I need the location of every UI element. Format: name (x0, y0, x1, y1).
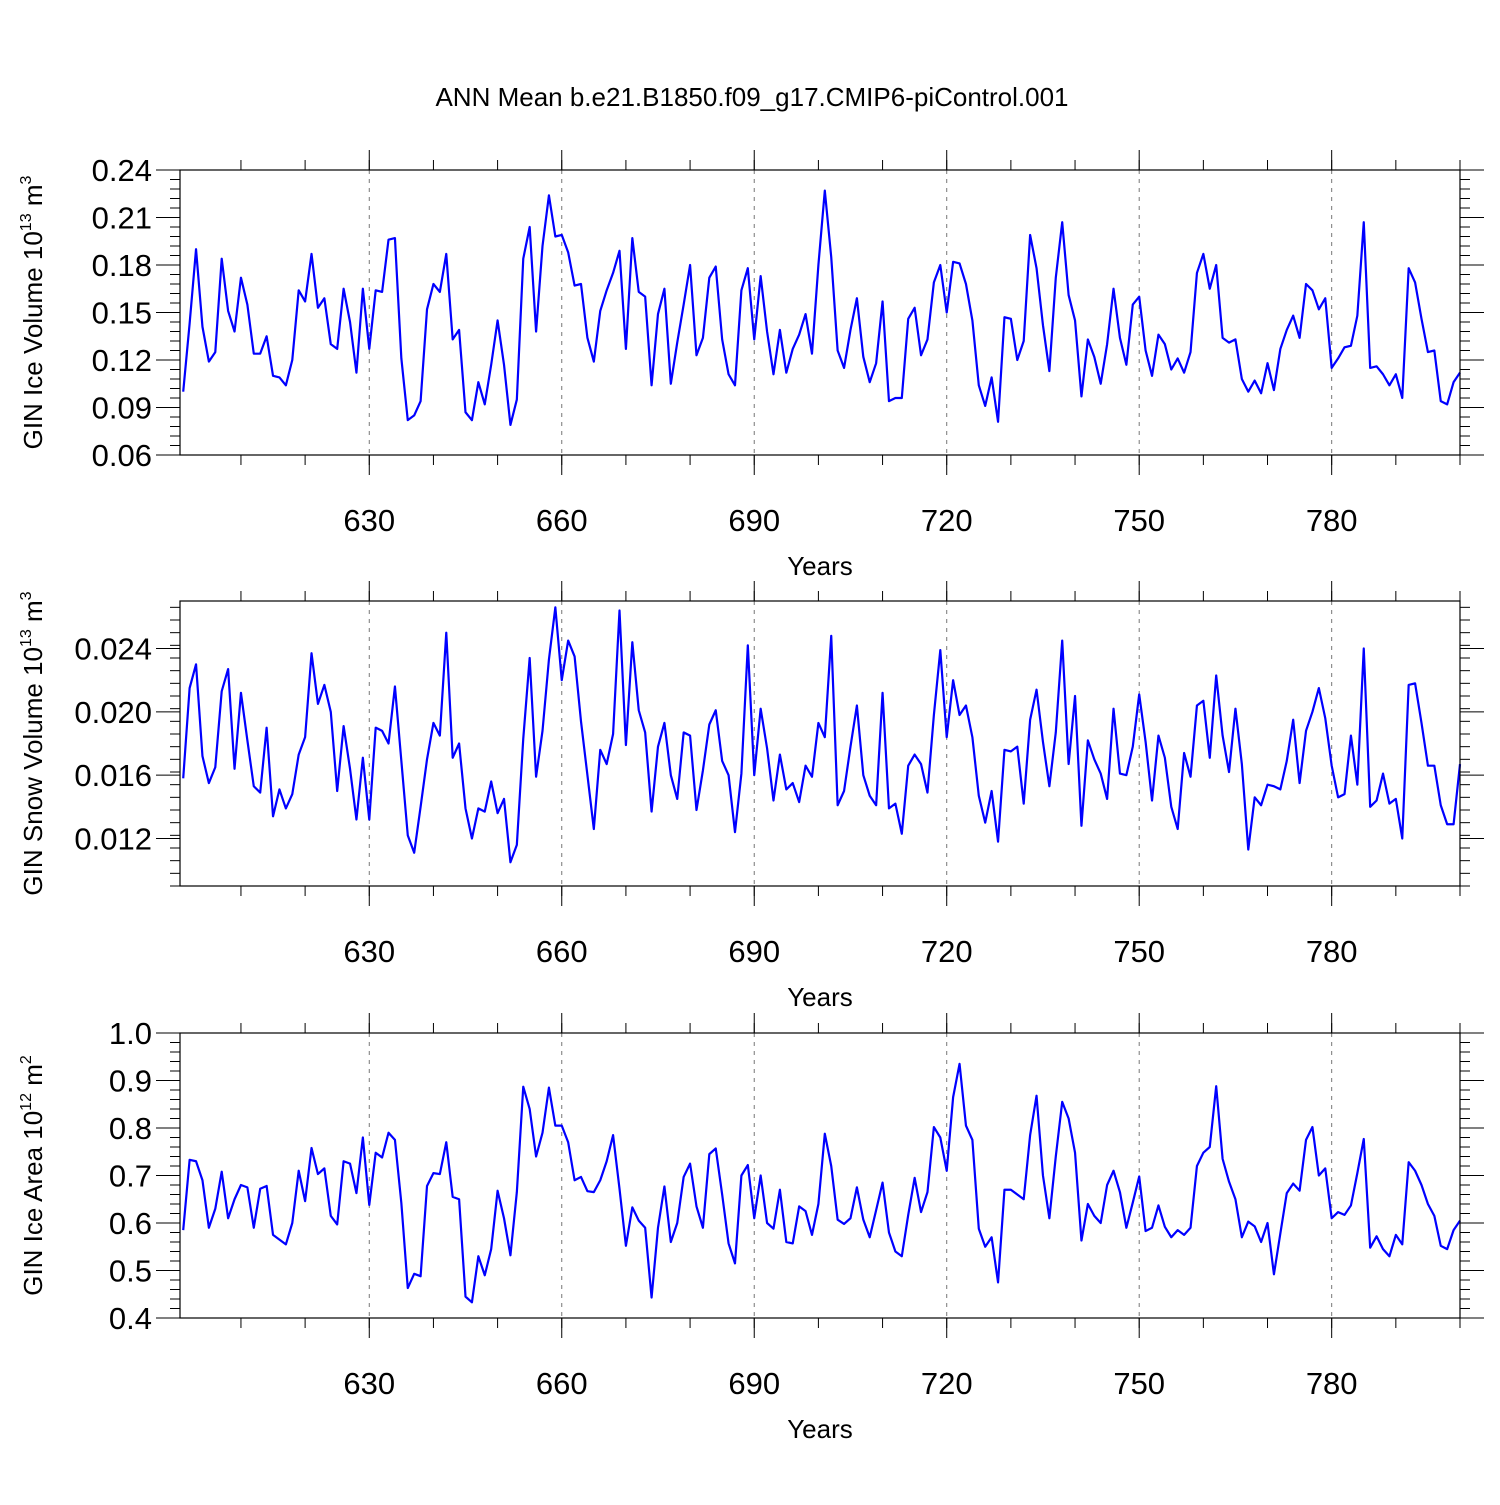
snow-volume-y-tick-label: 0.024 (74, 632, 152, 667)
ice-volume-y-tick-label: 0.06 (92, 438, 152, 473)
ice-volume-y-tick-label: 0.09 (92, 391, 152, 426)
snow-volume-y-tick-label: 0.020 (74, 695, 152, 730)
ice-volume-y-tick-label: 0.21 (92, 201, 152, 236)
ice-area-y-tick-label: 0.7 (109, 1159, 152, 1194)
ice-volume-y-tick-label: 0.18 (92, 248, 152, 283)
ice-area-y-tick-label: 0.5 (109, 1254, 152, 1289)
snow-volume-x-tick-label: 780 (1306, 934, 1358, 969)
ice-volume-x-tick-label: 660 (536, 503, 588, 538)
ice-area-y-tick-label: 0.4 (109, 1301, 152, 1336)
ice-volume-plot-frame (179, 169, 1461, 456)
snow-volume-y-axis-title: GIN Snow Volume 1013 m3 (18, 591, 48, 895)
ice-volume-panel: 0.06 0.09 0.12 0.15 0.18 0.21 0.24 630 660 690 720… (18, 150, 1484, 581)
ice-volume-x-tick-label: 630 (343, 503, 395, 538)
ice-volume-y-tick-label: 0.24 (92, 153, 152, 188)
ice-area-x-tick-label: 660 (536, 1366, 588, 1401)
ice-volume-x-tick-label: 720 (921, 503, 973, 538)
ice-area-y-tick-label: 0.6 (109, 1206, 152, 1241)
ice-area-y-tick-label: 1.0 (109, 1016, 152, 1051)
ice-area-panel: 0.4 0.5 0.6 0.7 0.8 0.9 1.0 630 660 690 720 750 780 Y… (18, 1013, 1484, 1444)
ice-area-y-tick-label: 0.8 (109, 1111, 152, 1146)
ice-area-plot-frame (179, 1032, 1461, 1319)
ice-volume-series-line (182, 189, 1461, 427)
snow-volume-y-tick-label: 0.012 (74, 822, 152, 857)
ice-volume-x-axis-title: Years (787, 551, 853, 581)
ice-area-x-tick-label: 630 (343, 1366, 395, 1401)
ice-area-x-tick-label: 780 (1306, 1366, 1358, 1401)
ice-area-y-tick-label: 0.9 (109, 1064, 152, 1099)
ice-volume-x-tick-label: 690 (728, 503, 780, 538)
ice-area-x-axis-title: Years (787, 1414, 853, 1444)
ice-area-x-tick-label: 690 (728, 1366, 780, 1401)
ice-volume-x-tick-label: 780 (1306, 503, 1358, 538)
snow-volume-x-tick-label: 660 (536, 934, 588, 969)
ice-volume-x-tick-label: 750 (1113, 503, 1165, 538)
ice-area-x-tick-label: 750 (1113, 1366, 1165, 1401)
snow-volume-y-tick-label: 0.016 (74, 758, 152, 793)
ice-area-series-line (182, 1062, 1461, 1304)
snow-volume-x-tick-label: 630 (343, 934, 395, 969)
snow-volume-x-tick-label: 690 (728, 934, 780, 969)
snow-volume-x-tick-label: 720 (921, 934, 973, 969)
snow-volume-series-line (182, 606, 1462, 864)
ice-volume-y-axis-title: GIN Ice Volume 1013 m3 (18, 175, 48, 449)
ice-volume-y-tick-label: 0.12 (92, 343, 152, 378)
snow-volume-x-axis-title: Years (787, 982, 853, 1012)
snow-volume-panel: 0.012 0.016 0.020 0.024 630 660 690 720 750 780 Ye… (18, 581, 1484, 1012)
ice-area-x-tick-label: 720 (921, 1366, 973, 1401)
chart-title: ANN Mean b.e21.B1850.f09_g17.CMIP6-piCon… (435, 82, 1068, 112)
ice-area-y-axis-title: GIN Ice Area 1012 m2 (18, 1055, 48, 1296)
snow-volume-plot-frame (179, 600, 1461, 887)
ice-volume-y-tick-label: 0.15 (92, 296, 152, 331)
snow-volume-x-tick-label: 750 (1113, 934, 1165, 969)
